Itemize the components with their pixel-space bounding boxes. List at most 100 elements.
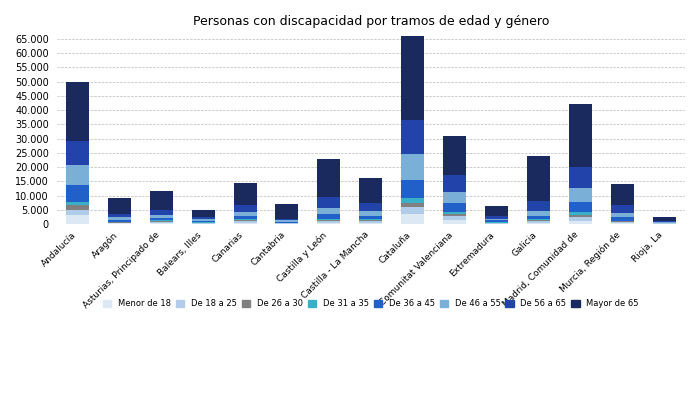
Bar	[568, 212, 592, 214]
Bar	[192, 217, 215, 219]
Bar	[108, 223, 131, 224]
Bar	[610, 214, 634, 217]
Bar	[610, 184, 634, 206]
Bar	[443, 220, 466, 224]
Bar	[317, 222, 340, 224]
Bar	[150, 220, 173, 221]
Bar	[66, 202, 89, 206]
Title: Personas con discapacidad por tramos de edad y género: Personas con discapacidad por tramos de …	[193, 15, 549, 28]
Bar	[317, 214, 340, 218]
Bar	[234, 184, 257, 205]
Bar	[359, 216, 382, 220]
Bar	[527, 223, 550, 224]
Bar	[150, 215, 173, 218]
Bar	[317, 208, 340, 214]
Bar	[401, 207, 424, 214]
Bar	[66, 82, 89, 141]
Bar	[401, 154, 424, 180]
Bar	[234, 223, 257, 224]
Bar	[108, 220, 131, 222]
Bar	[66, 216, 89, 224]
Bar	[317, 220, 340, 221]
Bar	[610, 217, 634, 220]
Bar	[192, 210, 215, 217]
Bar	[401, 180, 424, 198]
Bar	[150, 223, 173, 224]
Bar	[317, 158, 340, 197]
Bar	[485, 219, 508, 220]
Bar	[443, 192, 466, 204]
Bar	[359, 223, 382, 224]
Bar	[275, 218, 298, 220]
Bar	[443, 175, 466, 192]
Bar	[527, 216, 550, 220]
Bar	[485, 220, 508, 222]
Bar	[234, 221, 257, 223]
Bar	[401, 214, 424, 224]
Bar	[485, 222, 508, 223]
Bar	[66, 210, 89, 216]
Bar	[652, 221, 676, 222]
Bar	[568, 220, 592, 224]
Bar	[234, 205, 257, 212]
Bar	[66, 185, 89, 202]
Bar	[527, 202, 550, 212]
Bar	[443, 212, 466, 214]
Bar	[275, 220, 298, 222]
Bar	[568, 167, 592, 188]
Bar	[485, 206, 508, 216]
Bar	[150, 191, 173, 210]
Bar	[317, 197, 340, 208]
Bar	[192, 222, 215, 223]
Bar	[610, 206, 634, 214]
Bar	[568, 188, 592, 202]
Bar	[568, 104, 592, 167]
Bar	[275, 223, 298, 224]
Bar	[234, 212, 257, 216]
Bar	[108, 222, 131, 223]
Bar	[234, 216, 257, 219]
Bar	[359, 178, 382, 203]
Bar	[652, 217, 676, 221]
Bar	[568, 214, 592, 217]
Bar	[485, 216, 508, 219]
Bar	[443, 204, 466, 212]
Bar	[527, 212, 550, 216]
Bar	[150, 221, 173, 222]
Bar	[401, 120, 424, 154]
Bar	[66, 165, 89, 185]
Bar	[150, 210, 173, 215]
Bar	[234, 220, 257, 221]
Bar	[443, 214, 466, 216]
Bar	[610, 220, 634, 221]
Bar	[192, 221, 215, 222]
Bar	[443, 136, 466, 175]
Legend: Menor de 18, De 18 a 25, De 26 a 30, De 31 a 35, De 36 a 45, De 46 a 55, De 56 a: Menor de 18, De 18 a 25, De 26 a 30, De …	[100, 297, 641, 311]
Bar	[568, 217, 592, 220]
Bar	[150, 222, 173, 223]
Bar	[527, 220, 550, 221]
Bar	[401, 198, 424, 203]
Bar	[66, 141, 89, 165]
Bar	[359, 220, 382, 221]
Bar	[150, 218, 173, 220]
Bar	[275, 222, 298, 223]
Bar	[275, 204, 298, 218]
Bar	[359, 203, 382, 212]
Bar	[317, 221, 340, 222]
Bar	[401, 36, 424, 120]
Bar	[610, 221, 634, 222]
Bar	[234, 219, 257, 220]
Bar	[359, 221, 382, 223]
Bar	[192, 223, 215, 224]
Bar	[359, 212, 382, 216]
Bar	[108, 217, 131, 220]
Bar	[401, 203, 424, 207]
Bar	[108, 198, 131, 214]
Bar	[568, 202, 592, 212]
Bar	[527, 156, 550, 202]
Bar	[443, 216, 466, 220]
Bar	[192, 219, 215, 221]
Bar	[485, 223, 508, 224]
Bar	[108, 214, 131, 217]
